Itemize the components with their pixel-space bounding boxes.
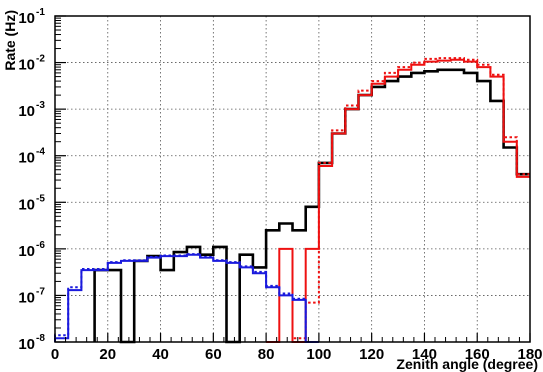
- y-tick-label: 10: [18, 103, 35, 120]
- series-line-1: [93, 68, 530, 344]
- x-tick-label: 100: [306, 346, 331, 363]
- y-tick-exponent: -6: [36, 240, 45, 251]
- x-tick-label: 140: [412, 346, 437, 363]
- y-tick-label: 10: [18, 289, 35, 306]
- x-tick-label: 120: [359, 346, 384, 363]
- y-tick-exponent: -4: [36, 147, 45, 158]
- y-tick-label: 10: [18, 336, 35, 353]
- y-tick-label: 10: [18, 243, 35, 260]
- y-tick-exponent: -2: [36, 54, 45, 65]
- series-group: [54, 57, 530, 344]
- y-tick-label: 10: [18, 57, 35, 74]
- x-tick-label: 80: [258, 346, 275, 363]
- series-line-3: [291, 57, 530, 342]
- x-tick-label: 160: [465, 346, 490, 363]
- x-tick-labels: 0 20 40 60 80 100 120 140 160 180: [51, 346, 543, 363]
- x-tick-label: 60: [205, 346, 222, 363]
- y-tick-label: 10: [18, 196, 35, 213]
- y-tick-labels: 10-810-710-610-510-410-310-210-1: [18, 7, 45, 353]
- x-tick-label: 40: [152, 346, 169, 363]
- y-tick-exponent: -8: [36, 333, 45, 344]
- x-tick-label: 180: [517, 346, 542, 363]
- x-axis-title: Zenith angle (degree): [396, 356, 538, 372]
- y-tick-label: 10: [18, 10, 35, 27]
- y-tick-exponent: -3: [36, 100, 45, 111]
- axis-ticks: [54, 15, 531, 343]
- x-tick-label: 0: [51, 346, 59, 363]
- y-axis-title: Rate (Hz): [2, 10, 18, 71]
- x-tick-label: 20: [99, 346, 116, 363]
- y-tick-exponent: -1: [36, 7, 45, 18]
- y-tick-label: 10: [18, 150, 35, 167]
- plot-frame: [54, 15, 531, 343]
- y-tick-exponent: -7: [36, 286, 45, 297]
- series-line-5: [54, 253, 319, 343]
- y-tick-exponent: -5: [36, 193, 45, 204]
- series-line-2: [266, 58, 530, 343]
